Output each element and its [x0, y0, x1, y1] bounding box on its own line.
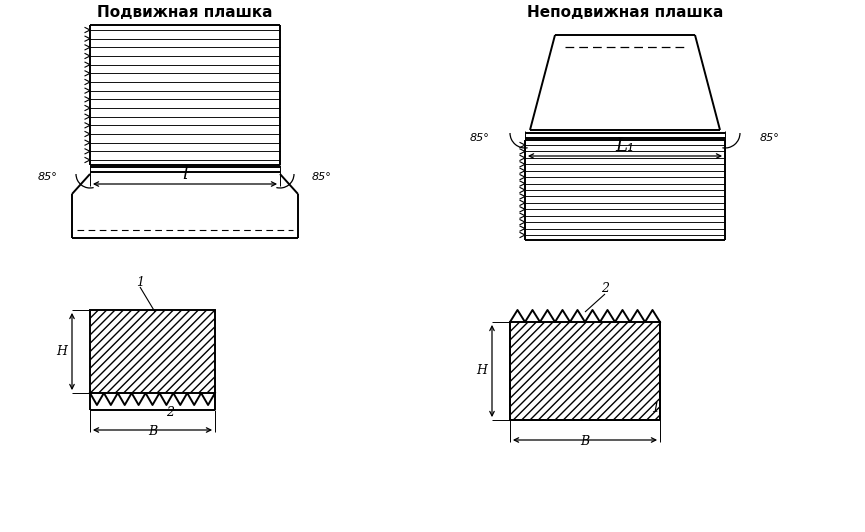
Text: 85°: 85° — [760, 133, 780, 143]
Text: B: B — [148, 425, 157, 438]
Text: 85°: 85° — [38, 172, 58, 182]
Text: 85°: 85° — [312, 172, 332, 182]
Text: B: B — [580, 435, 590, 448]
Text: Неподвижная плашка: Неподвижная плашка — [527, 5, 723, 20]
Text: L₁: L₁ — [615, 137, 635, 155]
Bar — [510, 322, 660, 420]
Text: 85°: 85° — [470, 133, 490, 143]
Text: Подвижная плашка: Подвижная плашка — [97, 5, 272, 20]
Text: 2: 2 — [601, 281, 609, 295]
Text: 1: 1 — [651, 402, 659, 414]
Bar — [90, 310, 215, 393]
Text: H: H — [56, 345, 67, 358]
Text: H: H — [476, 364, 487, 378]
Text: 1: 1 — [136, 276, 144, 288]
Text: 2: 2 — [166, 406, 174, 420]
Text: l: l — [183, 165, 188, 183]
